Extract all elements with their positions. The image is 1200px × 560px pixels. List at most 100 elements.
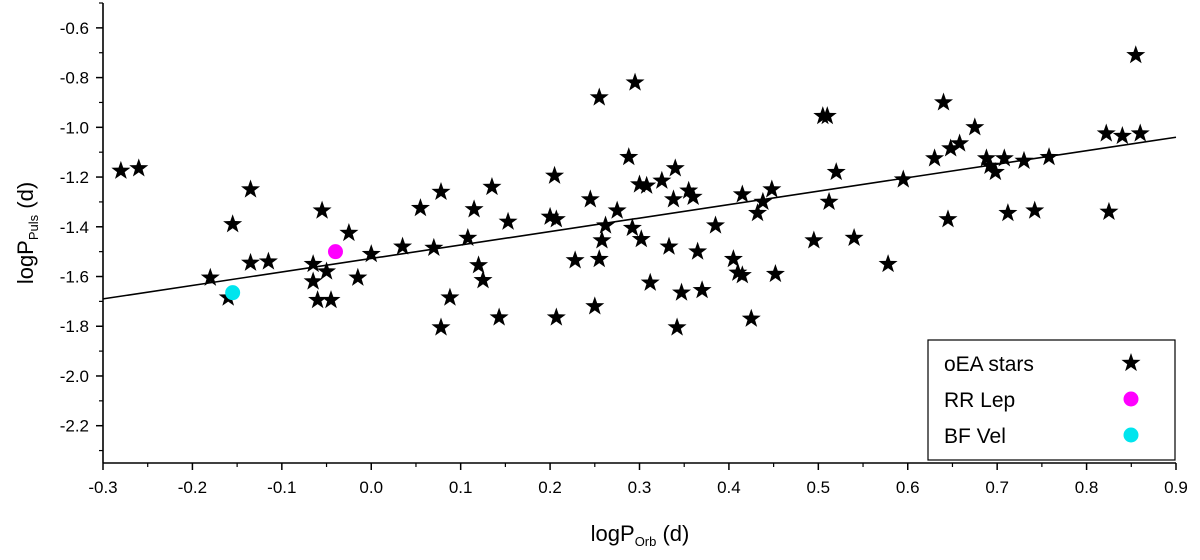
oea-stars-point (804, 230, 824, 249)
x-tick-label: -0.1 (267, 478, 296, 497)
oea-stars-point (622, 218, 642, 237)
x-tick-label: 0.6 (896, 478, 920, 497)
legend-label-bf-vel: BF Vel (944, 425, 1006, 448)
oea-stars-point (728, 262, 748, 281)
y-tick-label: -1.8 (60, 317, 89, 336)
oea-stars-point (938, 209, 958, 228)
oea-stars-point (303, 254, 323, 273)
oea-stars-point (741, 308, 761, 327)
oea-stars-point (473, 270, 493, 289)
y-tick-label: -2.0 (60, 367, 89, 386)
legend: oEA stars RR Lep BF Vel (927, 339, 1176, 461)
legend-marker-oea-stars (1121, 353, 1141, 372)
x-axis-title-unit: (d) (656, 521, 689, 546)
y-tick-label: -0.8 (60, 69, 89, 88)
bf-vel-point (225, 285, 241, 301)
oea-stars-point (1039, 147, 1059, 166)
x-axis-title-sub: Orb (635, 534, 657, 549)
oea-stars-point (748, 203, 768, 222)
x-tick-label: -0.2 (178, 478, 207, 497)
oea-stars-point (321, 290, 341, 309)
data-markers (111, 45, 1150, 336)
oea-stars-point (998, 203, 1018, 222)
oea-stars-point (339, 223, 359, 242)
oea-stars-point (482, 177, 502, 196)
y-tick-label: -1.6 (60, 268, 89, 287)
x-ticks: -0.3 -0.2 -0.1 0.0 0.1 0.2 0.3 0.4 0.5 0.6 0.7 0.8 0… (88, 463, 1188, 497)
oea-stars-point (592, 230, 612, 249)
y-tick-label: -1.2 (60, 168, 89, 187)
y-axis-title-sub: Puls (26, 214, 41, 240)
x-tick-label: 0.8 (1075, 478, 1099, 497)
oea-stars-point (589, 249, 609, 268)
oea-stars-point (723, 249, 743, 268)
oea-stars-point (667, 317, 687, 336)
oea-stars-point (1014, 150, 1034, 169)
regression-line (102, 136, 1177, 300)
oea-stars-point (585, 296, 605, 315)
legend-label-oea-stars: oEA stars (944, 353, 1034, 376)
oea-stars-point (665, 158, 685, 177)
oea-stars-point (692, 280, 712, 299)
oea-stars-point (826, 162, 846, 181)
y-tick-label: -1.4 (60, 218, 89, 237)
x-axis-title: logPOrb (d) (591, 521, 690, 549)
oea-stars-point (348, 267, 368, 286)
x-axis-title-main: logP (591, 521, 635, 546)
oea-stars-point (540, 206, 560, 225)
oea-stars-point (545, 165, 565, 184)
x-tick-label: -0.3 (88, 478, 117, 497)
oea-stars-point (241, 179, 261, 198)
oea-stars-point (637, 175, 657, 194)
oea-stars-point (965, 117, 985, 136)
oea-stars-point (765, 264, 785, 283)
plot-area: -0.3 -0.2 -0.1 0.0 0.1 0.2 0.3 0.4 0.5 0.6 0.7 0.8 0… (60, 2, 1188, 497)
oea-stars-point (410, 198, 430, 217)
oea-stars-point (941, 138, 961, 157)
oea-stars-point (498, 211, 518, 230)
oea-stars-point (424, 237, 444, 257)
oea-stars-point (994, 148, 1014, 167)
oea-stars-point (819, 191, 839, 211)
y-axis-title-unit: (d) (13, 182, 38, 215)
x-tick-label: 0.4 (717, 478, 741, 497)
oea-stars-point (607, 200, 627, 219)
oea-stars-point (631, 229, 651, 248)
oea-stars-point (705, 215, 726, 234)
x-tick-label: 0.2 (538, 478, 562, 497)
legend-label-rr-lep: RR Lep (944, 389, 1015, 412)
oea-stars-point (223, 214, 243, 233)
oea-stars-point (980, 155, 1000, 174)
oea-stars-point (976, 148, 996, 167)
oea-stars-point (640, 272, 660, 291)
y-tick-label: -2.2 (60, 417, 89, 436)
x-tick-label: 0.9 (1164, 478, 1188, 497)
oea-stars-point (464, 199, 484, 218)
oea-stars-point (596, 215, 616, 234)
oea-stars-point (625, 72, 645, 91)
oea-stars-point (1096, 123, 1116, 142)
oea-stars-point (1112, 126, 1132, 145)
oea-stars-point (1025, 200, 1045, 219)
oea-stars-point (844, 227, 864, 247)
oea-stars-point (258, 251, 278, 270)
oea-stars-point (817, 106, 837, 125)
oea-stars-point (580, 189, 600, 208)
y-tick-label: -0.6 (60, 19, 89, 38)
oea-stars-point (1130, 123, 1150, 142)
oea-stars-point (431, 317, 451, 336)
oea-stars-point (111, 160, 131, 179)
oea-stars-point (652, 170, 672, 189)
oea-stars-point (934, 92, 954, 111)
oea-stars-point (1099, 201, 1119, 220)
oea-stars-point (679, 180, 699, 199)
x-tick-label: 0.3 (628, 478, 652, 497)
oea-stars-point (753, 191, 773, 211)
oea-stars-point (129, 158, 149, 177)
oea-stars-point (688, 241, 708, 260)
oea-stars-point (732, 184, 752, 203)
oea-stars-point (308, 290, 328, 309)
oea-stars-point (672, 282, 692, 301)
oea-stars-point (241, 252, 261, 271)
legend-markers (1121, 353, 1141, 443)
